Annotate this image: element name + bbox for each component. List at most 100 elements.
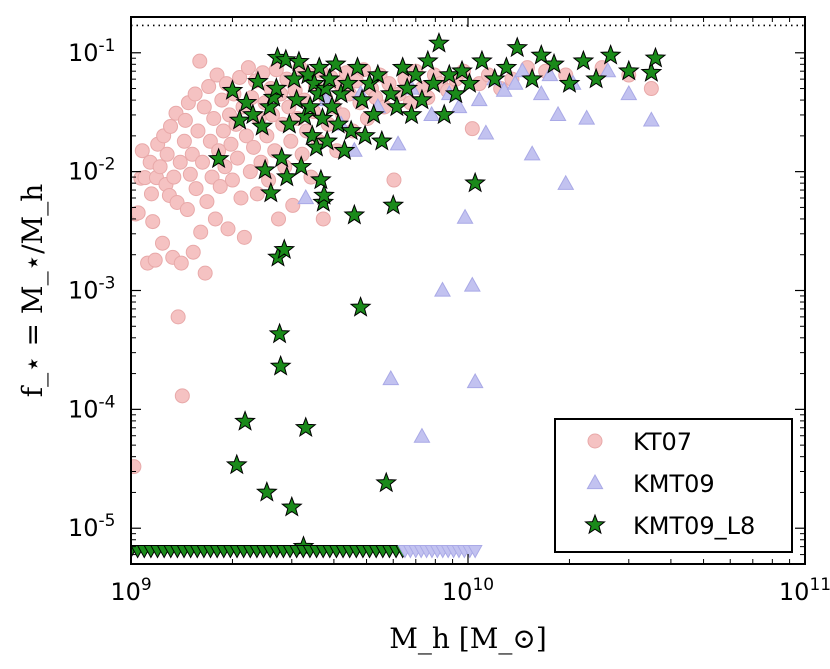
data-point xyxy=(557,174,575,190)
data-point xyxy=(254,158,276,180)
data-point xyxy=(299,95,321,117)
y-tick-label: 10-4 xyxy=(68,392,116,423)
data-point xyxy=(599,62,617,78)
data-point xyxy=(477,124,495,140)
data-point xyxy=(283,67,306,89)
data-point xyxy=(196,99,212,115)
data-point xyxy=(297,188,315,205)
data-point xyxy=(428,31,450,53)
data-point xyxy=(463,276,481,292)
upper-limits-kmt09 xyxy=(397,545,483,559)
y-tick-label: 10-3 xyxy=(68,274,116,305)
data-point xyxy=(147,252,163,268)
legend-label: KMT09 xyxy=(633,470,715,498)
data-point xyxy=(318,67,341,89)
data-point xyxy=(233,190,249,206)
data-point xyxy=(379,82,402,104)
data-point xyxy=(572,49,595,71)
data-point xyxy=(336,72,359,93)
data-point xyxy=(513,62,531,78)
data-point xyxy=(620,84,638,101)
data-point xyxy=(456,208,474,224)
data-point xyxy=(185,244,201,260)
data-point xyxy=(201,79,217,95)
data-point xyxy=(643,81,659,97)
data-point xyxy=(251,115,274,136)
data-point xyxy=(288,50,310,72)
data-point xyxy=(599,44,622,65)
data-point xyxy=(240,60,256,76)
data-point xyxy=(532,84,550,101)
data-point xyxy=(159,146,175,162)
data-point xyxy=(209,67,225,83)
data-point xyxy=(310,168,332,190)
data-point xyxy=(495,56,518,77)
data-point xyxy=(154,235,170,251)
data-point xyxy=(225,453,248,475)
data-point xyxy=(176,133,192,149)
data-point xyxy=(283,133,299,149)
data-point xyxy=(293,105,316,126)
data-point xyxy=(530,44,553,65)
data-point xyxy=(523,145,541,161)
data-point xyxy=(644,46,667,68)
x-tick-label: 109 xyxy=(110,575,151,606)
data-point xyxy=(451,59,473,81)
data-point xyxy=(294,416,317,438)
data-point xyxy=(400,103,423,125)
data-point xyxy=(301,124,324,146)
data-point xyxy=(190,123,206,139)
data-point xyxy=(404,63,427,85)
series-kmt09-l8 xyxy=(207,31,667,556)
data-point xyxy=(152,159,168,175)
data-point xyxy=(220,221,236,237)
data-point xyxy=(343,203,366,225)
legend-marker-kt07 xyxy=(587,433,603,449)
data-point xyxy=(131,205,146,221)
data-point xyxy=(549,105,567,122)
data-point xyxy=(422,72,445,93)
data-point xyxy=(278,112,301,134)
data-point xyxy=(271,211,287,227)
data-point xyxy=(316,129,339,151)
data-point xyxy=(134,143,150,159)
legend-label: KT07 xyxy=(633,428,692,456)
data-point xyxy=(174,388,190,404)
data-point xyxy=(290,155,313,176)
data-point xyxy=(172,154,188,170)
data-point xyxy=(192,53,208,69)
data-point xyxy=(193,224,209,240)
data-point xyxy=(221,79,244,100)
data-point xyxy=(313,184,335,205)
data-point xyxy=(458,72,481,93)
data-point xyxy=(199,194,215,210)
data-point xyxy=(416,49,439,71)
data-point xyxy=(312,191,335,212)
data-point xyxy=(285,197,301,213)
y-tick-label: 10-1 xyxy=(68,36,116,67)
data-point xyxy=(259,181,282,203)
data-point xyxy=(249,186,265,202)
data-point xyxy=(246,139,262,155)
data-point xyxy=(195,154,211,170)
data-point xyxy=(578,109,596,125)
y-axis-label: f_⋆ = M_⋆/M_h xyxy=(16,184,49,398)
data-point xyxy=(346,56,369,77)
data-point xyxy=(324,52,347,74)
data-point xyxy=(228,108,251,130)
data-point xyxy=(558,72,581,93)
data-point xyxy=(327,112,350,134)
data-point xyxy=(617,59,640,81)
data-point xyxy=(204,169,220,185)
data-point xyxy=(197,265,213,281)
data-point xyxy=(642,111,660,127)
data-point xyxy=(143,186,159,202)
data-point xyxy=(444,82,467,104)
data-point xyxy=(375,471,398,493)
legend-marker-kmt09 xyxy=(586,473,604,490)
y-tick-label: 10-5 xyxy=(68,511,116,542)
data-point xyxy=(470,91,488,107)
data-point xyxy=(173,255,189,271)
